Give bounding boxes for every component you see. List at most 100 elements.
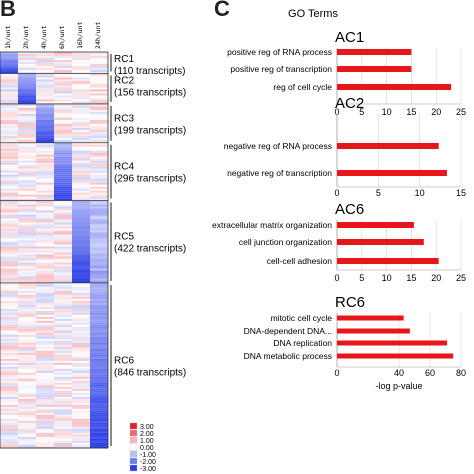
heatmap-cell	[36, 440, 54, 443]
heatmap-cell	[72, 340, 90, 343]
heatmap-cell	[36, 308, 54, 311]
heatmap-cell	[90, 125, 108, 128]
heatmap-cell	[54, 444, 72, 447]
heatmap-cell	[90, 260, 108, 263]
heatmap-cell	[90, 256, 108, 259]
heatmap-cell	[36, 324, 54, 327]
heatmap-cell	[36, 236, 54, 239]
scale-label: 3.00	[140, 424, 154, 431]
heatmap-cell	[18, 180, 36, 183]
heatmap-cell	[0, 238, 18, 241]
heatmap-cell	[0, 304, 18, 307]
heatmap-cell	[18, 280, 36, 283]
heatmap-cell	[0, 186, 18, 189]
heatmap-cell	[18, 81, 36, 84]
heatmap-cells	[0, 52, 108, 448]
heatmap-cell	[90, 372, 108, 375]
heatmap-cell	[90, 72, 108, 74]
heatmap-cell	[90, 320, 108, 323]
heatmap-border	[0, 51, 109, 449]
heatmap-cell	[18, 392, 36, 395]
heatmap-cell	[36, 95, 54, 98]
heatmap-cell	[54, 81, 72, 84]
heatmap-cell	[90, 318, 108, 321]
heatmap-cell	[18, 298, 36, 301]
column-header: 2h/unt	[22, 25, 30, 49]
heatmap-cell	[90, 266, 108, 269]
heatmap-cell	[54, 208, 72, 211]
heatmap-cell	[54, 378, 72, 381]
heatmap-cell	[36, 135, 54, 138]
heatmap-cell	[36, 284, 54, 287]
heatmap-cell	[54, 75, 72, 78]
heatmap-cell	[18, 384, 36, 387]
heatmap-cell	[72, 432, 90, 435]
chart-title: AC1	[335, 29, 364, 46]
heatmap-cell	[0, 392, 18, 395]
heatmap-cell	[72, 91, 90, 94]
heatmap-cell	[0, 436, 18, 439]
heatmap-cell	[18, 414, 36, 417]
heatmap-cell	[54, 222, 72, 225]
heatmap-cell	[90, 188, 108, 191]
heatmap-cell	[54, 298, 72, 301]
heatmap-cell	[54, 158, 72, 161]
heatmap-cell	[36, 214, 54, 217]
tick-label: 15	[406, 107, 416, 117]
heatmap-cell	[36, 58, 54, 60]
heatmap-cell	[90, 344, 108, 347]
heatmap-cell	[18, 250, 36, 253]
heatmap-cell	[54, 68, 72, 70]
heatmap-cell	[36, 366, 54, 369]
heatmap-cell	[54, 438, 72, 441]
heatmap-cell	[72, 286, 90, 289]
scale-swatch	[129, 464, 138, 472]
scale-label: 2.00	[140, 431, 154, 438]
heatmap-cell	[0, 388, 18, 391]
heatmap-cell	[36, 234, 54, 237]
heatmap-cell	[18, 320, 36, 323]
heatmap-cell	[18, 66, 36, 68]
heatmap-cell	[90, 129, 108, 132]
heatmap-cell	[72, 89, 90, 92]
heatmap-cell	[54, 164, 72, 167]
tick-label: 0	[334, 273, 339, 283]
heatmap-cell	[36, 280, 54, 283]
heatmap-cell	[90, 334, 108, 337]
heatmap-cell	[72, 428, 90, 431]
heatmap-cell	[54, 290, 72, 293]
heatmap-cell	[90, 91, 108, 94]
heatmap-cell	[54, 182, 72, 185]
heatmap-cell	[0, 52, 18, 54]
heatmap-cell	[90, 352, 108, 355]
heatmap-cell	[54, 394, 72, 397]
heatmap-cell	[0, 180, 18, 183]
heatmap-cell	[18, 348, 36, 351]
heatmap-cell	[18, 188, 36, 191]
heatmap-cell	[72, 109, 90, 112]
heatmap-cell	[54, 166, 72, 169]
heatmap-cell	[18, 254, 36, 257]
heatmap-cell	[18, 214, 36, 217]
scale-swatch	[129, 443, 138, 451]
scale-swatch	[129, 422, 138, 430]
heatmap-cell	[90, 198, 108, 201]
heatmap-cell	[90, 208, 108, 211]
heatmap-cell	[90, 428, 108, 431]
heatmap-cell	[72, 434, 90, 437]
heatmap-cell	[72, 300, 90, 303]
heatmap-cell	[36, 170, 54, 173]
heatmap-cell	[0, 286, 18, 289]
heatmap-cell	[36, 368, 54, 371]
heatmap-cell	[54, 270, 72, 273]
scale-label: -1.00	[140, 452, 156, 459]
heatmap-cell	[36, 354, 54, 357]
heatmap-cell	[72, 420, 90, 423]
heatmap-cell	[72, 64, 90, 66]
cluster-name: RC5	[114, 232, 134, 243]
heatmap-cell	[90, 444, 108, 447]
heatmap-cell	[90, 174, 108, 177]
heatmap-cell	[18, 338, 36, 341]
heatmap-cell	[54, 268, 72, 271]
